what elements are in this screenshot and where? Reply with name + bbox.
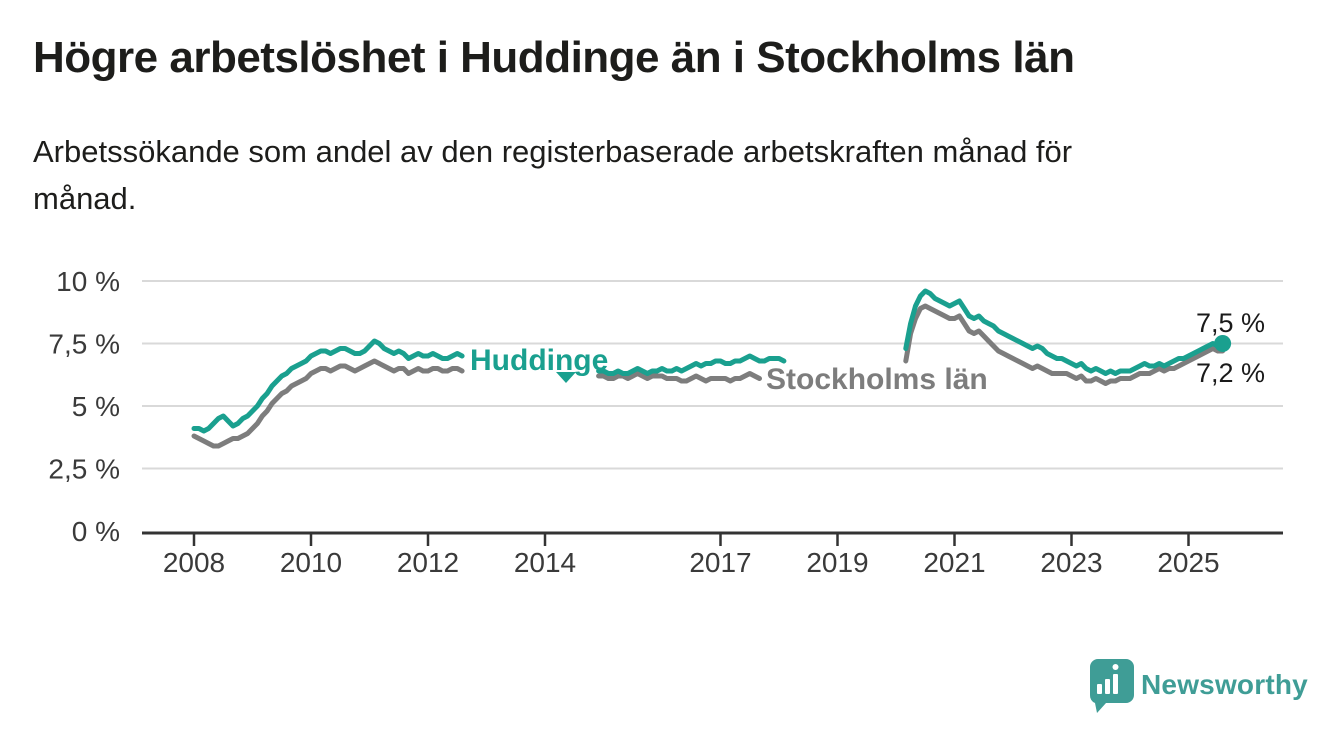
page-title: Högre arbetslöshet i Huddinge än i Stock…	[33, 33, 1075, 82]
x-tick-label-2010: 2010	[280, 547, 342, 578]
huddinge-series-label: Huddinge	[470, 344, 608, 377]
newsworthy-logo-icon	[1089, 659, 1134, 713]
stockholms-lan-line	[596, 371, 762, 384]
stockholms-lan-series-label: Stockholms län	[766, 363, 988, 396]
y-tick-label-0: 0 %	[72, 516, 120, 547]
y-tick-label-1: 2,5 %	[48, 454, 120, 485]
x-tick-label-2008: 2008	[163, 547, 225, 578]
y-tick-label-2: 5 %	[72, 391, 120, 422]
x-tick-label-2023: 2023	[1040, 547, 1102, 578]
newsworthy-logo: Newsworthy	[1085, 656, 1325, 716]
huddinge-line	[596, 353, 787, 376]
newsworthy-logo-text: Newsworthy	[1141, 669, 1308, 700]
huddinge-end-value-label: 7,5 %	[1196, 308, 1265, 338]
huddinge-line	[903, 288, 1226, 376]
chart-subtitle: Arbetssökande som andel av den registerb…	[33, 128, 1072, 222]
y-tick-label-3: 7,5 %	[48, 329, 120, 360]
stockholms-lan-line	[191, 358, 465, 449]
huddinge-line	[191, 338, 465, 434]
x-tick-label-2017: 2017	[689, 547, 751, 578]
x-tick-label-2021: 2021	[923, 547, 985, 578]
bar-2	[1105, 679, 1110, 694]
stockholms-lan-end-value-label: 7,2 %	[1196, 358, 1265, 388]
subtitle-line-1: Arbetssökande som andel av den registerb…	[33, 134, 1073, 169]
x-tick-label-2025: 2025	[1157, 547, 1219, 578]
exclamation-dot	[1112, 664, 1119, 670]
speech-bubble-shape	[1089, 659, 1134, 713]
stockholms-lan-line	[903, 303, 1226, 386]
subtitle-line-2: månad.	[33, 181, 137, 216]
bar-3	[1113, 674, 1118, 694]
x-tick-label-2019: 2019	[806, 547, 868, 578]
huddinge-endpoint-dot	[1214, 335, 1232, 352]
y-tick-label-4: 10 %	[56, 266, 120, 297]
x-tick-label-2014: 2014	[514, 547, 576, 578]
x-tick-label-2012: 2012	[397, 547, 459, 578]
bar-1	[1097, 684, 1102, 694]
huddinge-pointer-icon	[556, 372, 576, 383]
